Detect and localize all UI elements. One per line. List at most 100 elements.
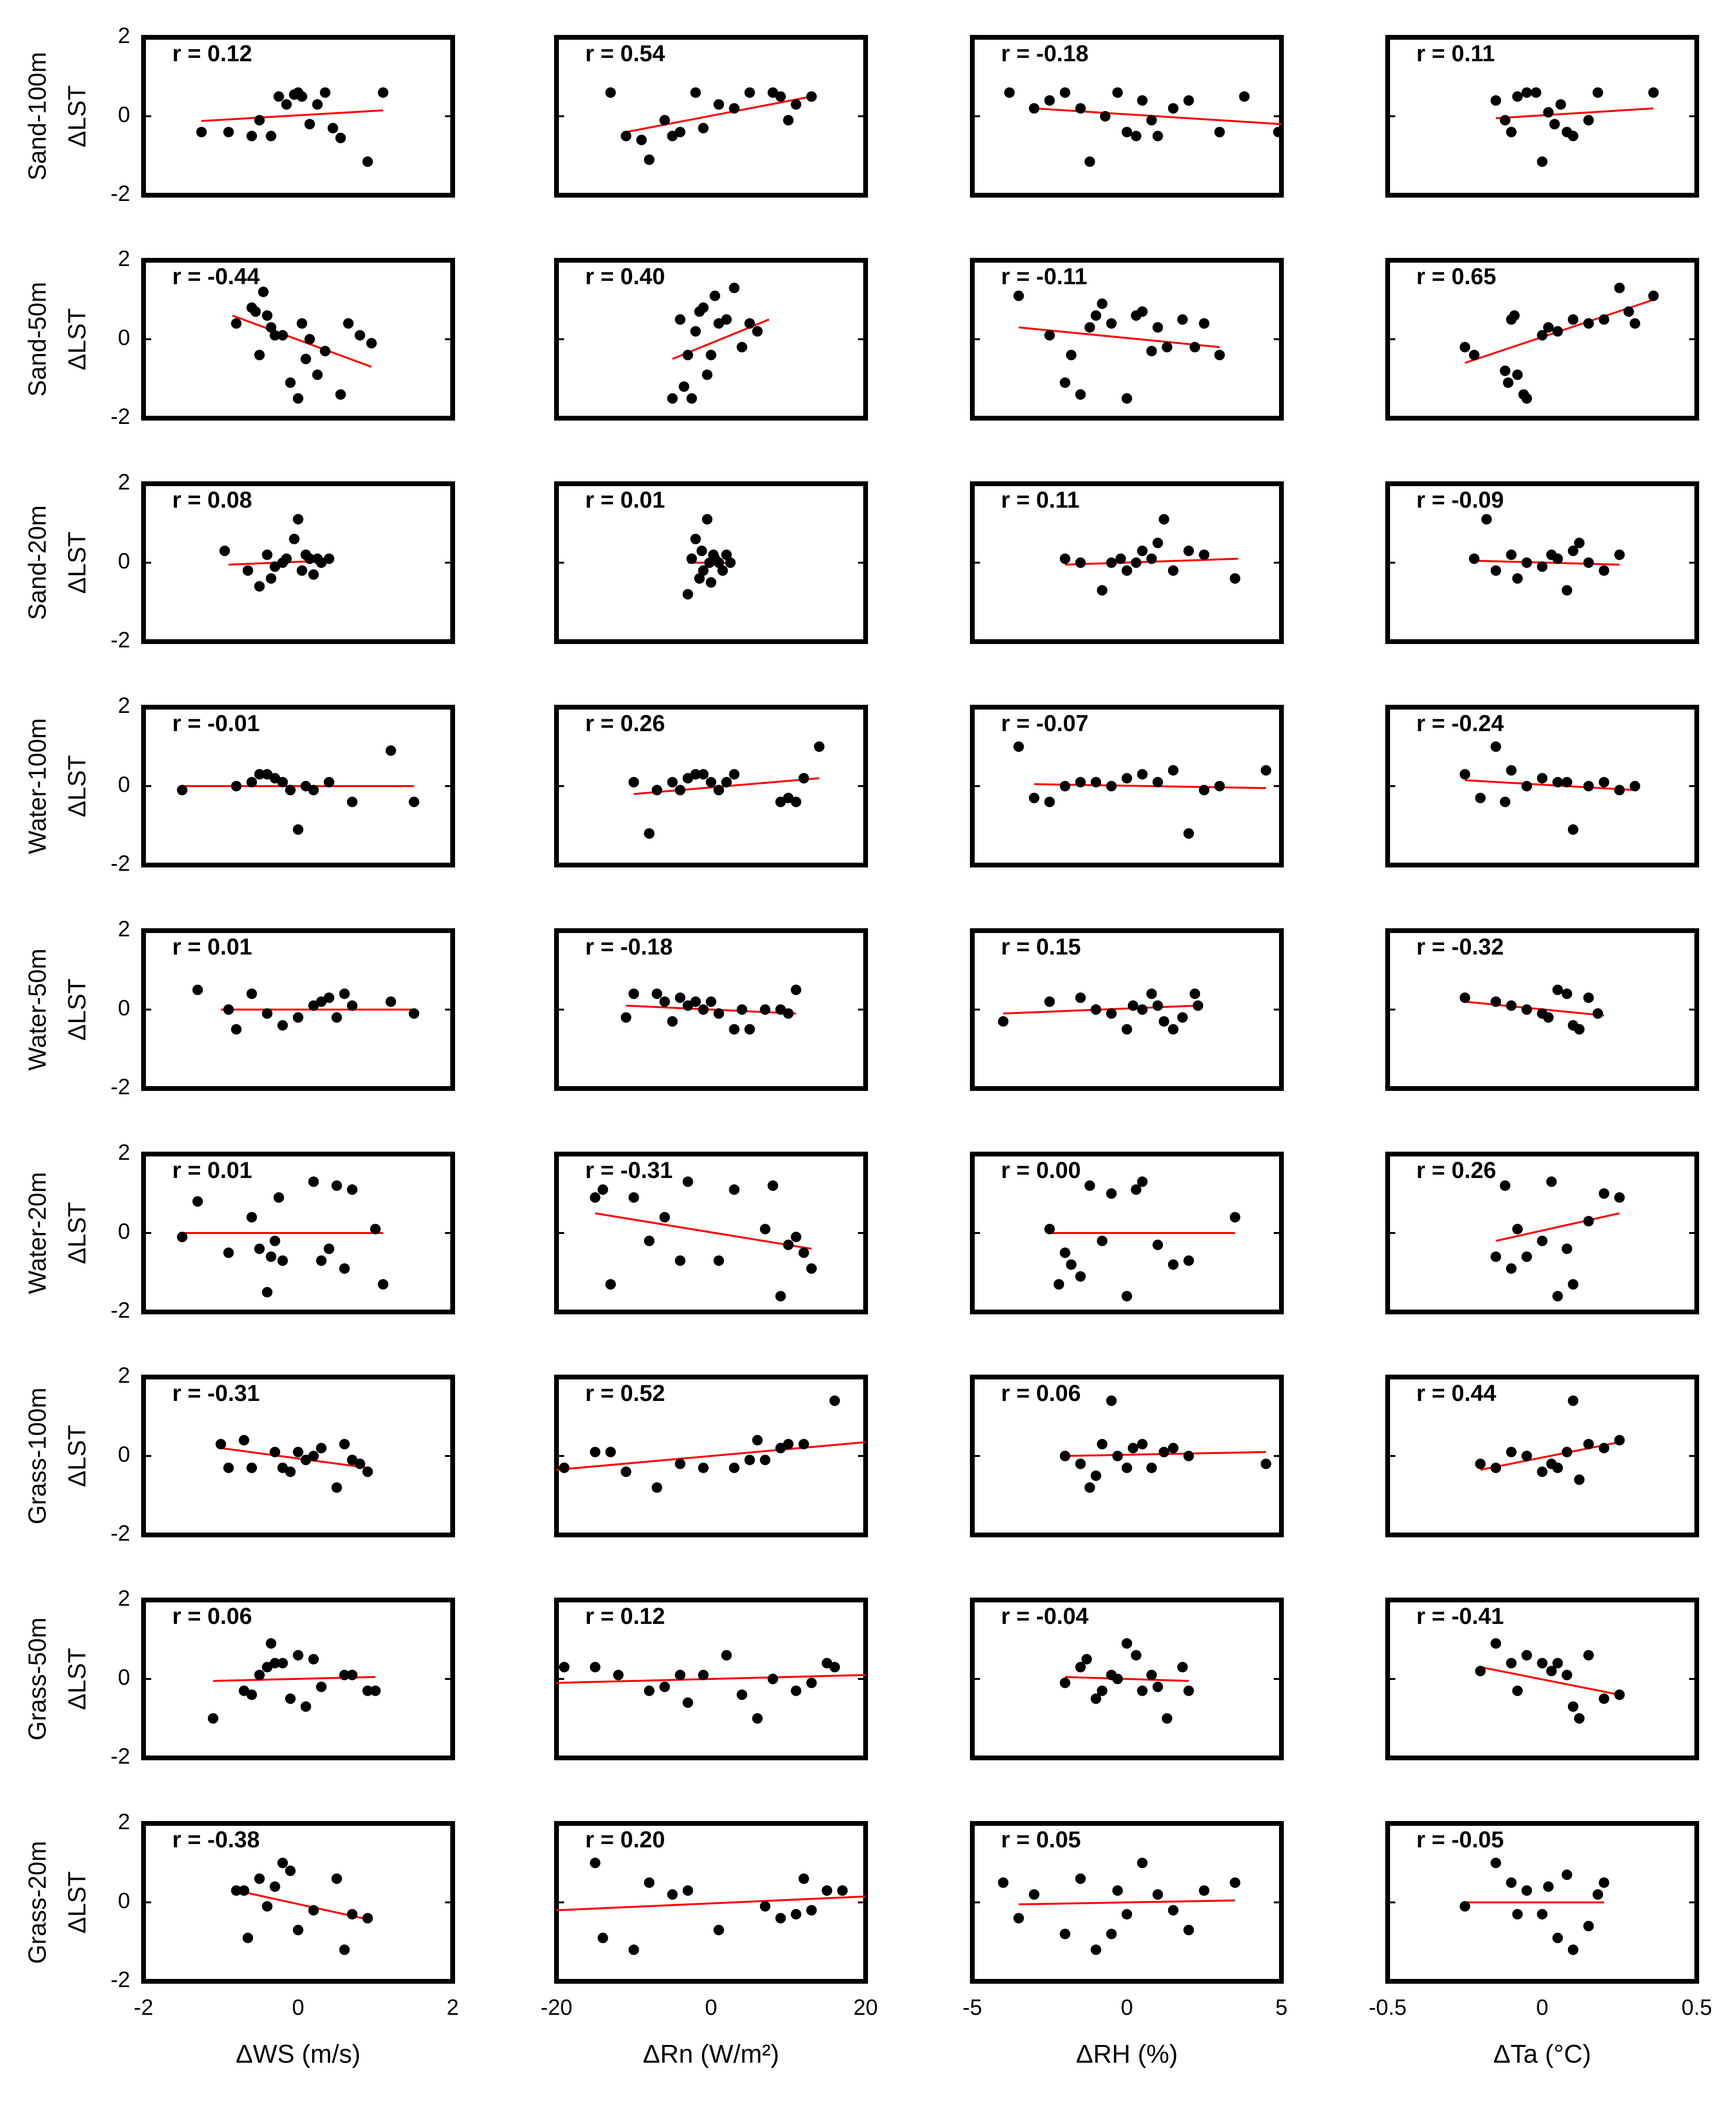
scatter-point <box>1146 345 1157 356</box>
scatter-point <box>1506 1877 1517 1888</box>
scatter-point <box>1190 342 1201 353</box>
y-tick-label: 0 <box>118 1219 130 1244</box>
scatter-point <box>293 1012 303 1023</box>
scatter-point <box>1561 1244 1572 1254</box>
fit-line <box>1495 1212 1620 1242</box>
scatter-point <box>1183 1451 1194 1461</box>
scatter-point <box>1506 1658 1517 1668</box>
r-annotation: r = 0.11 <box>1416 41 1495 67</box>
scatter-point <box>1146 1462 1157 1473</box>
scatter-point <box>1500 115 1511 126</box>
fit-line <box>221 1447 368 1469</box>
scatter-point <box>682 1885 693 1896</box>
x-axis-label: ΔWS (m/s) <box>235 2040 360 2068</box>
scatter-point <box>347 1000 358 1011</box>
x-tick-label: -20 <box>541 1995 572 2020</box>
scatter-point <box>605 1279 616 1290</box>
scatter-point <box>254 1669 265 1680</box>
fit-line <box>1474 559 1620 566</box>
scatter-point <box>659 996 670 1007</box>
scatter-point <box>1546 1666 1557 1677</box>
scatter-point <box>1152 1000 1163 1011</box>
scatter-point <box>690 533 701 544</box>
scatter-point <box>1044 996 1055 1007</box>
scatter-point <box>293 824 303 835</box>
scatter-point <box>1146 115 1157 126</box>
scatter-point <box>1561 1669 1572 1680</box>
scatter-point <box>1623 306 1634 317</box>
scatter-point <box>1552 984 1563 995</box>
fit-line <box>1495 107 1654 120</box>
scatter-point <box>1112 1885 1123 1896</box>
scatter-point <box>320 345 331 356</box>
x-axis-label: ΔRH (%) <box>1076 2040 1178 2068</box>
scatter-point <box>1500 1180 1511 1191</box>
scatter-point <box>269 1658 280 1668</box>
y-axis-label: ΔLST <box>64 532 91 594</box>
scatter-point <box>1115 553 1126 564</box>
x-tick-label: 0 <box>292 1995 304 2020</box>
scatter-point <box>1183 828 1194 839</box>
scatter-point <box>1599 777 1610 788</box>
scatter-point <box>1273 127 1284 137</box>
scatter-point <box>1161 1713 1172 1724</box>
scatter-point <box>1614 1689 1625 1700</box>
scatter-point <box>1183 1924 1194 1935</box>
y-tick-label: -2 <box>111 404 130 429</box>
y-tick-label: 0 <box>118 325 130 350</box>
r-annotation: r = 0.00 <box>1001 1158 1081 1183</box>
scatter-point <box>1512 573 1523 584</box>
scatter-point <box>323 992 334 1003</box>
scatter-point <box>1168 565 1179 576</box>
scatter-point <box>1459 1901 1470 1912</box>
y-axis-label: ΔLST <box>64 1648 91 1710</box>
scatter-point <box>281 99 292 110</box>
scatter-point <box>320 87 331 98</box>
y-tick-label: 2 <box>118 1586 130 1611</box>
scatter-point <box>686 393 697 404</box>
scatter-point <box>1190 989 1201 999</box>
scatter-point <box>1475 1666 1486 1677</box>
scatter-point <box>1112 87 1123 98</box>
row-label: Grass-20m <box>24 1841 52 1964</box>
scatter-point <box>706 996 716 1007</box>
scatter-point <box>1543 107 1554 118</box>
scatter-point <box>659 1681 670 1692</box>
scatter-point <box>1568 1279 1579 1290</box>
scatter-point <box>706 350 716 360</box>
r-annotation: r = -0.31 <box>585 1158 673 1183</box>
y-tick-label: 0 <box>118 995 130 1020</box>
scatter-point <box>1506 127 1517 137</box>
scatter-point <box>628 1944 639 1955</box>
scatter-point <box>760 1455 771 1466</box>
scatter-point <box>1509 310 1520 321</box>
panel-frame <box>554 928 868 1091</box>
scatter-point <box>806 1905 817 1916</box>
scatter-point <box>1521 781 1532 791</box>
scatter-point <box>1629 781 1640 791</box>
scatter-point <box>1044 797 1055 807</box>
scatter-point <box>250 306 261 317</box>
scatter-point <box>331 1482 342 1493</box>
scatter-point <box>1097 1235 1108 1246</box>
r-annotation: r = 0.08 <box>172 488 252 513</box>
scatter-point <box>1521 557 1532 568</box>
scatter-point <box>1106 557 1117 568</box>
scatter-point <box>1091 777 1102 788</box>
scatter-point <box>1537 330 1547 341</box>
scatter-point <box>323 1244 334 1254</box>
scatter-point <box>1177 1012 1188 1023</box>
scatter-point <box>1059 553 1070 564</box>
scatter-point <box>1084 322 1095 333</box>
scatter-point <box>269 330 280 341</box>
y-axis-label: ΔLST <box>64 755 91 817</box>
scatter-point <box>1106 781 1117 791</box>
scatter-point <box>1260 765 1271 776</box>
scatter-point <box>675 314 686 325</box>
scatter-point <box>378 1279 389 1290</box>
scatter-point <box>998 1877 1009 1888</box>
scatter-point <box>1091 1693 1102 1704</box>
scatter-point <box>293 1650 303 1661</box>
scatter-point <box>1152 131 1163 142</box>
scatter-point <box>1199 785 1210 796</box>
